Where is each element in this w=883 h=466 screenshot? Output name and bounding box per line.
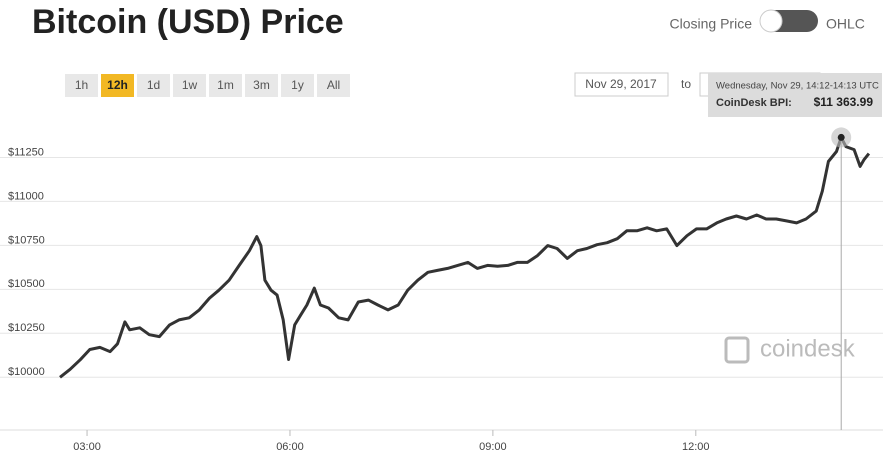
range-label: 12h xyxy=(107,78,128,92)
range-label: 1h xyxy=(75,78,88,92)
toggle-right: OHLC xyxy=(826,16,865,32)
price-line xyxy=(59,135,871,379)
range-label: 1w xyxy=(182,78,198,92)
watermark-logo xyxy=(724,336,750,364)
range-button[interactable] xyxy=(317,74,350,97)
watermark: coindesk xyxy=(760,335,856,362)
date-from: Nov 29, 2017 xyxy=(585,77,657,91)
y-tick-label: $10000 xyxy=(8,366,45,378)
y-tick-label: $10750 xyxy=(8,234,45,246)
y-tick-label: $11000 xyxy=(8,190,44,202)
toggle-knob xyxy=(759,9,783,33)
tooltip-date: Wednesday, Nov 29, 14:12-14:13 UTC xyxy=(716,81,879,92)
range-button[interactable] xyxy=(281,74,314,97)
range-label: All xyxy=(327,78,340,92)
y-tick-label: $10250 xyxy=(8,322,45,334)
range-button[interactable] xyxy=(173,74,206,97)
range-button[interactable] xyxy=(65,74,98,97)
range-label: 1y xyxy=(291,78,304,92)
tooltip-value: $11 363.99 xyxy=(814,95,874,109)
chart: $10000 $10250 $10500 $10750 $11000 $11250 03:0… xyxy=(0,73,883,453)
range-label: 3m xyxy=(253,78,270,92)
range-button[interactable] xyxy=(245,74,278,97)
date-to-label: to xyxy=(681,77,691,91)
x-tick-label: 03:00 xyxy=(73,441,101,453)
tooltip-box xyxy=(708,73,882,117)
date-from-input[interactable] xyxy=(574,72,669,97)
range-button[interactable] xyxy=(209,74,242,97)
range-label: 1m xyxy=(217,78,234,92)
range-buttons: 1h 12h 1d 1w 1m 3m 1y All xyxy=(65,74,350,97)
y-tick-label: $11250 xyxy=(8,146,44,158)
hover-point xyxy=(837,133,845,141)
range-button[interactable] xyxy=(137,74,170,97)
x-tick-label: 09:00 xyxy=(479,441,507,453)
range-label: 1d xyxy=(147,78,160,92)
toggle-left: Closing Price xyxy=(670,16,753,32)
x-tick-label: 06:00 xyxy=(276,441,304,453)
logo-box xyxy=(724,336,750,364)
title: Bitcoin (USD) Price xyxy=(32,3,344,41)
range-button[interactable] xyxy=(101,74,134,97)
x-tick-label: 12:00 xyxy=(682,441,710,453)
tooltip-label: CoinDesk BPI: xyxy=(716,97,792,109)
y-tick-label: $10500 xyxy=(8,278,45,290)
